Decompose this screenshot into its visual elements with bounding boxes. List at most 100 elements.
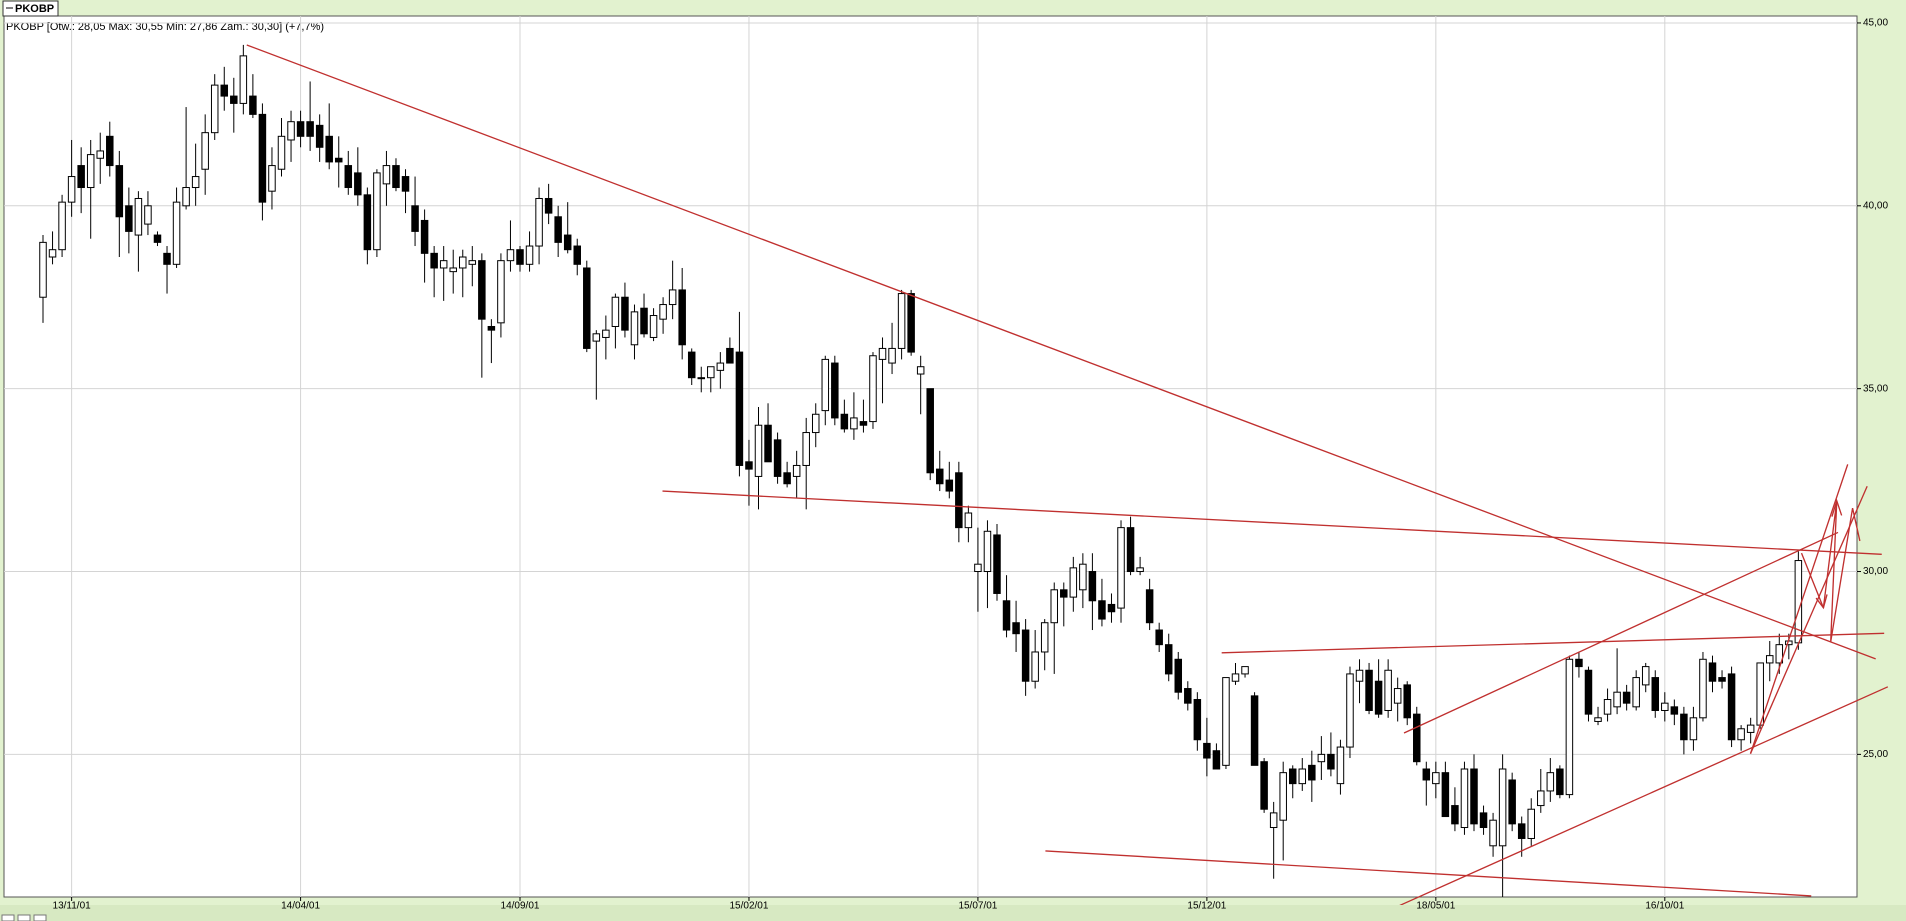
bottom-tab[interactable] <box>33 914 47 921</box>
candle-body <box>334 157 343 163</box>
candle-body <box>544 197 553 214</box>
candle-body <box>1603 699 1612 715</box>
symbol-tab-label[interactable]: PKOBP <box>15 3 54 15</box>
candle-body <box>974 563 982 573</box>
candle-body <box>1069 567 1078 598</box>
candle-body <box>306 121 314 137</box>
candle-body <box>945 479 954 492</box>
candle-body <box>1727 673 1736 741</box>
candle-body <box>1746 724 1755 733</box>
bottom-tab[interactable] <box>17 914 31 921</box>
candle-body <box>697 377 706 380</box>
candle-body <box>764 424 772 463</box>
bottom-bar <box>0 905 1906 921</box>
candle-body <box>1012 622 1020 635</box>
candle-body <box>1279 772 1287 821</box>
candle-body <box>1098 600 1106 620</box>
candle-body <box>1145 589 1154 624</box>
candle-body <box>907 293 915 353</box>
candle-body <box>1002 600 1011 631</box>
candle-body <box>1756 662 1764 726</box>
candle-body <box>420 219 429 254</box>
candle-body <box>1661 702 1669 711</box>
candle-body <box>659 304 667 320</box>
candle-body <box>277 135 286 170</box>
chart-title: PKOBP [Otw.: 28,05 Max: 30,55 Min: 27,86… <box>6 21 324 33</box>
candle-body <box>630 311 639 346</box>
candle-body <box>897 293 906 349</box>
candle-body <box>96 150 104 159</box>
candle-body <box>354 172 362 196</box>
candle-body <box>1050 589 1058 624</box>
candle-body <box>1060 589 1068 598</box>
candle-body <box>86 154 95 189</box>
candle-body <box>936 468 944 485</box>
candle-body <box>220 84 229 97</box>
candle-body <box>1708 662 1717 682</box>
candle-body <box>239 55 248 104</box>
y-tick-label: 30,00 <box>1863 566 1888 577</box>
candle-body <box>1546 772 1555 792</box>
candle-body <box>1126 527 1135 573</box>
candle-body <box>1193 699 1202 741</box>
candle-body <box>802 432 810 466</box>
candle-body <box>287 121 295 141</box>
candle-body <box>382 165 391 185</box>
candle-body <box>1203 742 1211 759</box>
candle-body <box>1737 728 1745 741</box>
candle-body <box>831 362 839 419</box>
candle-body <box>878 347 887 360</box>
candle-body <box>1107 603 1116 613</box>
x-tick-label: 15/07/01 <box>958 901 997 912</box>
candle-body <box>640 307 648 335</box>
x-tick-label: 13/11/01 <box>53 901 92 912</box>
candle-body <box>525 245 534 265</box>
candle-body <box>1584 669 1593 715</box>
candle-body <box>1575 658 1583 668</box>
x-tick-label: 14/09/01 <box>501 901 540 912</box>
candle-body <box>439 260 448 269</box>
y-tick-label: 25,00 <box>1863 749 1888 760</box>
candle-body <box>563 234 572 251</box>
candle-body <box>1537 790 1545 807</box>
candle-body <box>888 347 896 364</box>
candle-body <box>373 172 381 251</box>
candle-body <box>191 176 200 189</box>
candle-body <box>1336 746 1345 785</box>
candle-body <box>363 194 372 251</box>
arrow-head <box>1831 498 1843 517</box>
candle-body <box>1460 768 1469 829</box>
candle-body <box>516 249 524 265</box>
candle-body <box>67 176 76 203</box>
candle-body <box>611 296 620 327</box>
candle-body <box>1174 658 1183 693</box>
trendline <box>1221 632 1885 654</box>
axes: 25,00 30,00 35,00 40,00 45,00 13/11/01 14/04/0… <box>53 18 1889 912</box>
candle-body <box>668 289 677 306</box>
candle-body <box>258 113 267 203</box>
candle-body <box>1317 753 1326 763</box>
candle-body <box>592 333 601 342</box>
candle-body <box>745 461 753 470</box>
candle-body <box>163 252 171 265</box>
candle-body <box>1164 644 1173 675</box>
trendline <box>1403 531 1839 734</box>
candle-body <box>1670 706 1679 715</box>
symbol-tab[interactable] <box>2 0 59 17</box>
bottom-tab[interactable] <box>1 914 15 921</box>
candle-body <box>1594 717 1602 722</box>
candle-body <box>1040 622 1049 653</box>
candle-body <box>1517 823 1526 839</box>
candle-body <box>1298 768 1307 785</box>
y-tick-label: 35,00 <box>1863 383 1888 394</box>
candle-body <box>430 252 438 269</box>
candle-body <box>1632 677 1640 708</box>
trendline <box>662 490 1882 555</box>
candle-body <box>1403 684 1411 719</box>
candle-body <box>1222 677 1230 766</box>
candle-body <box>1384 669 1392 711</box>
candle-body <box>1413 713 1421 763</box>
candle-body <box>602 329 610 338</box>
